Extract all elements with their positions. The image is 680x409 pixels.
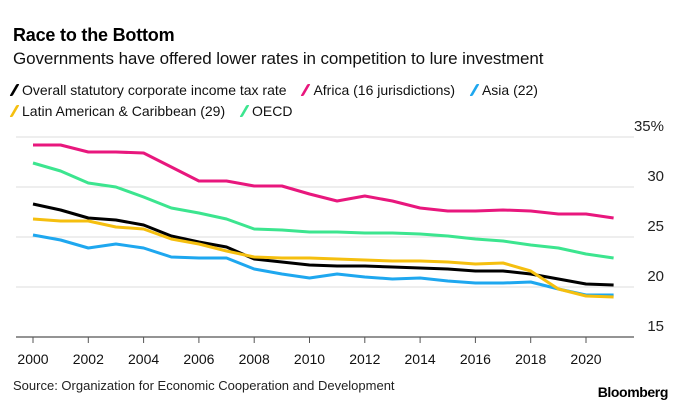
legend-item-oecd: OECD	[239, 101, 293, 122]
legend: Overall statutory corporate income tax r…	[9, 80, 673, 122]
legend-label: OECD	[252, 103, 293, 119]
series-line-africa-16-jurisdictions	[33, 143, 614, 220]
bloomberg-logo: Bloomberg	[597, 384, 669, 400]
x-tick-label: 2000	[17, 351, 48, 367]
legend-label: Africa (16 jurisdictions)	[313, 82, 456, 98]
x-tick-label: 2004	[128, 351, 159, 367]
x-tick-label: 2020	[570, 351, 601, 367]
chart-subtitle: Governments have offered lower rates in …	[13, 49, 544, 68]
legend-item-overall: Overall statutory corporate income tax r…	[9, 80, 287, 101]
chart-title: Race to the Bottom	[13, 25, 175, 45]
legend-label: Overall statutory corporate income tax r…	[22, 82, 287, 98]
x-tick-label: 2016	[460, 351, 491, 367]
y-tick-label: 35%	[634, 118, 664, 135]
y-tick-label: 20	[647, 268, 664, 285]
series-line-overall-statutory-corporate-income-tax-rate	[32, 202, 614, 287]
source-note: Source: Organization for Economic Cooper…	[13, 378, 395, 393]
x-tick-label: 2014	[405, 351, 436, 367]
legend-item-latin-america: Latin American & Caribbean (29)	[9, 101, 226, 122]
series-line-asia-22	[32, 233, 614, 297]
series-line-latin-american-caribbean-29	[32, 217, 614, 299]
legend-item-asia: Asia (22)	[469, 80, 538, 101]
x-tick-label: 2002	[73, 351, 104, 367]
y-tick-label: 30	[647, 168, 664, 185]
x-tick-label: 2008	[239, 351, 270, 367]
x-tick-label: 2010	[294, 351, 325, 367]
y-tick-label: 15	[647, 318, 664, 335]
series-line-oecd	[32, 161, 614, 260]
y-tick-label: 25	[647, 218, 664, 235]
legend-label: Asia (22)	[481, 82, 538, 98]
legend-item-africa: Africa (16 jurisdictions)	[300, 80, 456, 101]
x-tick-label: 2006	[183, 351, 214, 367]
x-tick-label: 2012	[349, 351, 380, 367]
x-tick-label: 2018	[515, 351, 546, 367]
legend-label: Latin American & Caribbean (29)	[22, 103, 226, 119]
